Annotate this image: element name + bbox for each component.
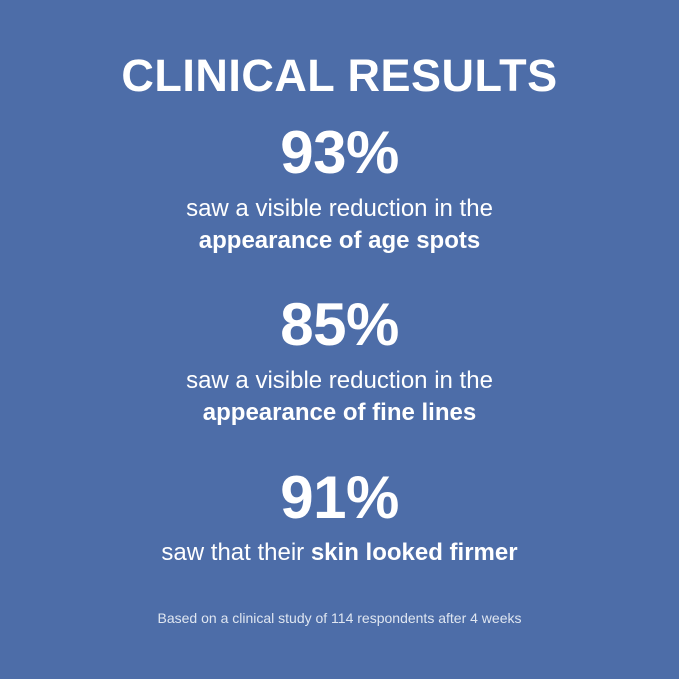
- stat-description: saw a visible reduction in the appearanc…: [186, 186, 493, 256]
- stat-description: saw that their skin looked firmer: [161, 530, 517, 569]
- page-title: CLINICAL RESULTS: [121, 50, 558, 101]
- stat-description-emphasis: appearance of fine lines: [202, 398, 477, 426]
- stat-description: saw a visible reduction in the appearanc…: [186, 358, 493, 428]
- stat-block-skin-firmness: 91% saw that their skin looked firmer: [24, 463, 655, 569]
- stat-description-emphasis: skin looked firmer: [310, 539, 518, 567]
- stat-value: 91%: [280, 463, 399, 531]
- stat-description-emphasis: appearance of age spots: [198, 226, 481, 254]
- stat-description-regular: saw a visible reduction in the: [186, 367, 493, 395]
- study-footnote: Based on a clinical study of 114 respond…: [157, 609, 522, 626]
- stat-description-regular: saw that their: [161, 539, 305, 567]
- stat-value: 93%: [280, 119, 399, 187]
- stat-block-fine-lines: 85% saw a visible reduction in the appea…: [24, 293, 655, 428]
- stat-description-regular: saw a visible reduction in the: [186, 195, 493, 223]
- stat-value: 85%: [280, 291, 399, 359]
- stat-list: 93% saw a visible reduction in the appea…: [24, 119, 655, 569]
- stat-block-age-spots: 93% saw a visible reduction in the appea…: [24, 119, 655, 256]
